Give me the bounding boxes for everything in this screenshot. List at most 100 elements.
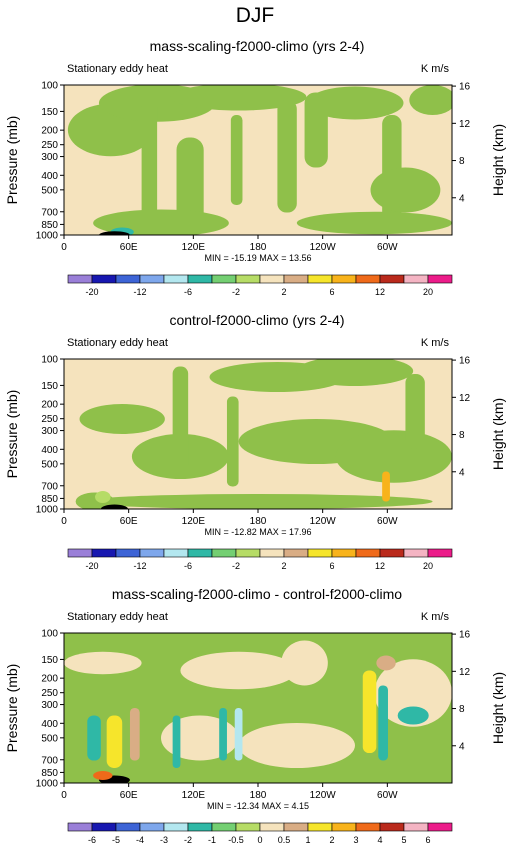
x-tick-label: 60E (120, 516, 138, 527)
y-right-tick-label: 8 (459, 430, 465, 441)
contour-region (100, 504, 129, 509)
y-tick-label: 1000 (36, 779, 59, 790)
colorbar-swatch (355, 548, 381, 558)
y-tick-label: 250 (41, 688, 58, 699)
colorbar-swatch (163, 548, 189, 558)
contour-region (238, 723, 355, 768)
y-tick-label: 850 (41, 220, 58, 231)
colorbar-label: 6 (329, 561, 334, 571)
y-right-tick-label: 12 (459, 119, 471, 130)
min-max-stats: MIN = -15.19 MAX = 13.56 (204, 253, 311, 263)
colorbar-label: -2 (184, 835, 192, 845)
colorbar-swatch (355, 822, 381, 832)
contour-region (219, 708, 227, 761)
contour-region (79, 404, 165, 434)
contour-region (98, 231, 130, 235)
colorbar-swatch (187, 822, 213, 832)
contour-region (281, 640, 328, 686)
y-right-tick-label: 8 (459, 156, 465, 167)
y-tick-label: 200 (41, 126, 58, 137)
colorbar-label: -0.5 (228, 835, 244, 845)
y-tick-label: 400 (41, 719, 58, 730)
contour-field (75, 359, 452, 509)
colorbar-swatch (379, 822, 405, 832)
contour-region (376, 655, 396, 671)
colorbar-label: -20 (85, 561, 98, 571)
colorbar-swatch (259, 548, 285, 558)
contour-region (234, 708, 243, 761)
panel-title: mass-scaling-f2000-climo - control-f2000… (112, 586, 402, 602)
colorbar-swatch (115, 274, 141, 284)
y-tick-label: 300 (41, 152, 58, 163)
contour-region (87, 715, 101, 761)
contour-region (378, 685, 388, 761)
y-tick-label: 700 (41, 481, 58, 492)
x-tick-label: 180 (250, 242, 267, 253)
contour-region (362, 670, 377, 753)
x-tick-label: 120E (182, 242, 206, 253)
y-tick-label: 700 (41, 755, 58, 766)
x-tick-label: 120E (182, 790, 206, 801)
chart-panel-2: control-f2000-climo (yrs 2-4)Stationary … (4, 312, 506, 571)
x-tick-label: 120W (310, 790, 337, 801)
y-right-tick-label: 16 (459, 630, 471, 641)
colorbar-swatch (331, 274, 357, 284)
y-right-tick-label: 16 (459, 82, 471, 93)
colorbar-swatch (283, 274, 309, 284)
contour-field (67, 85, 452, 235)
colorbar-swatch (307, 548, 333, 558)
colorbar-label: -4 (136, 835, 144, 845)
panels: mass-scaling-f2000-climo (yrs 2-4) Statio… (4, 38, 506, 845)
colorbar-swatch (67, 822, 93, 832)
colorbar-swatch (163, 274, 189, 284)
colorbar-label: -1 (208, 835, 216, 845)
y-right-axis-label: Height (km) (490, 124, 506, 196)
contour-region (296, 359, 414, 386)
contour-region (296, 211, 452, 235)
colorbar-label: 3 (353, 835, 358, 845)
colorbar-swatch (67, 548, 93, 558)
y-tick-label: 850 (41, 768, 58, 779)
colorbar-label: -6 (184, 561, 192, 571)
x-tick-label: 60E (120, 242, 138, 253)
contour-region (374, 659, 452, 727)
colorbar-label: 2 (281, 287, 286, 297)
y-right-tick-label: 16 (459, 356, 471, 367)
colorbar-swatch (283, 548, 309, 558)
field-label: Stationary eddy heat (67, 63, 168, 75)
contour-region (382, 471, 390, 502)
y-tick-label: 500 (41, 459, 58, 470)
colorbar-label: -6 (184, 287, 192, 297)
colorbar-swatch (403, 548, 429, 558)
colorbar-label: 6 (425, 835, 430, 845)
field-label: Stationary eddy heat (67, 337, 168, 349)
contour-region (370, 167, 441, 213)
contour-region (397, 706, 429, 725)
colorbar-swatch (115, 822, 141, 832)
y-right-tick-label: 12 (459, 393, 471, 404)
x-tick-label: 0 (61, 790, 67, 801)
colorbar-swatch (211, 274, 237, 284)
y-tick-label: 1000 (36, 231, 59, 242)
colorbar-swatch (91, 822, 117, 832)
colorbar-swatch (139, 548, 165, 558)
colorbar-label: 2 (329, 835, 334, 845)
y-axis-label: Pressure (mb) (4, 116, 20, 205)
x-tick-label: 60E (120, 790, 138, 801)
chart-panel-1: mass-scaling-f2000-climo (yrs 2-4) Statio… (4, 38, 506, 297)
contour-field (64, 633, 452, 783)
x-tick-label: 120W (310, 516, 337, 527)
contour-region (306, 86, 404, 120)
colorbar-label: 1 (305, 835, 310, 845)
colorbar-label: 20 (423, 287, 433, 297)
contour-region (304, 92, 328, 168)
contour-region (170, 85, 307, 111)
y-tick-label: 200 (41, 400, 58, 411)
y-right-tick-label: 4 (459, 741, 465, 752)
colorbar-label: 4 (377, 835, 382, 845)
contour-region (409, 85, 452, 115)
contour-region (93, 771, 113, 780)
colorbar-swatch (283, 822, 309, 832)
y-tick-label: 300 (41, 700, 58, 711)
